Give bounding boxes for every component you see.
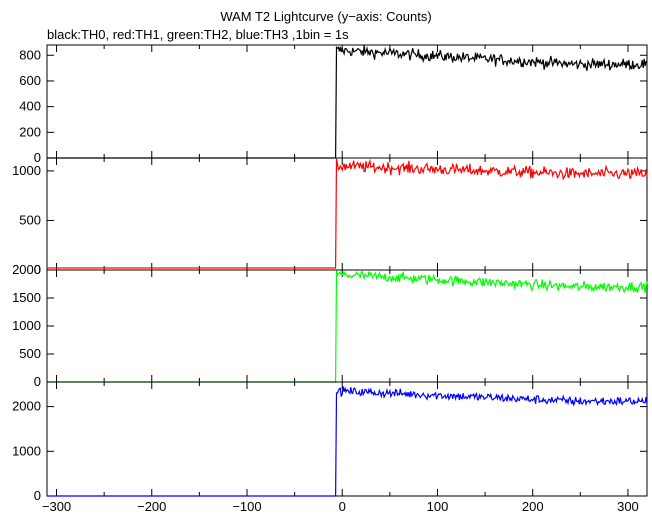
y-tick-label: 1000 — [12, 163, 41, 178]
y-tick-label: 1000 — [12, 318, 41, 333]
y-tick-label: 0 — [34, 488, 41, 503]
y-tick-label: 0 — [34, 374, 41, 389]
x-tick-label: −300 — [42, 499, 71, 514]
x-tick-label: 200 — [522, 499, 544, 514]
x-tick-label: −100 — [232, 499, 261, 514]
series-line-th0 — [47, 45, 648, 159]
x-tick-label: 100 — [427, 499, 449, 514]
y-tick-label: 800 — [19, 47, 41, 62]
y-tick-label: 1000 — [12, 443, 41, 458]
x-tick-label: 0 — [339, 499, 346, 514]
series-line-th2 — [47, 270, 648, 383]
y-tick-label: 500 — [19, 346, 41, 361]
x-tick-label: −200 — [137, 499, 166, 514]
chart-title: WAM T2 Lightcurve (y−axis: Counts) — [220, 9, 432, 24]
y-tick-label: 1500 — [12, 290, 41, 305]
series-line-th3 — [47, 386, 648, 497]
y-tick-label: 2000 — [12, 262, 41, 277]
y-tick-label: 0 — [34, 262, 41, 277]
x-tick-label: 300 — [617, 499, 639, 514]
series-line-th1 — [47, 158, 648, 269]
y-tick-label: 500 — [19, 212, 41, 227]
y-tick-label: 600 — [19, 73, 41, 88]
y-tick-label: 0 — [34, 150, 41, 165]
panel-frame-th3 — [46, 381, 648, 497]
y-tick-label: 200 — [19, 124, 41, 139]
y-tick-label: 2000 — [12, 399, 41, 414]
y-tick-label: 400 — [19, 99, 41, 114]
chart-subtitle: black:TH0, red:TH1, green:TH2, blue:TH3 … — [47, 27, 349, 42]
